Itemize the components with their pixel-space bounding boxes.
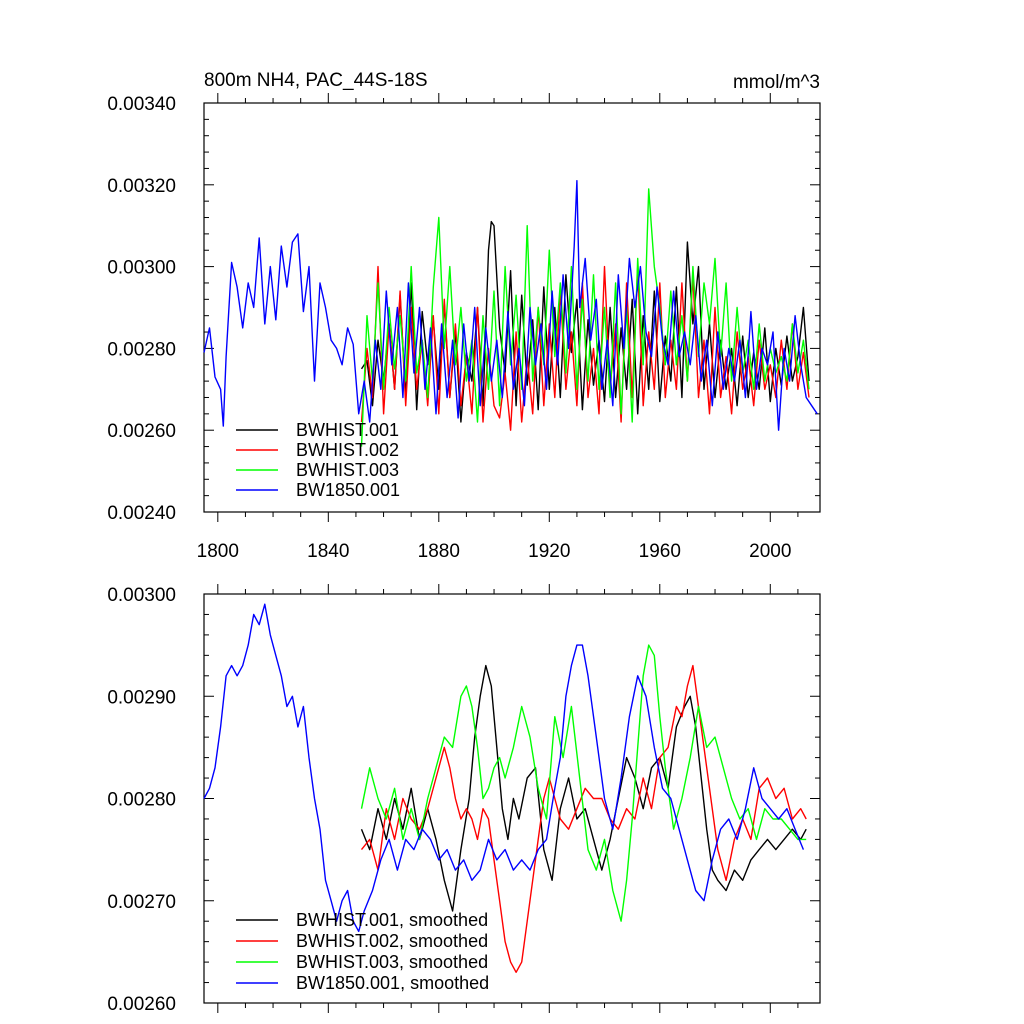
x-tick-label: 1920 xyxy=(528,541,570,562)
x-tick-label: 1880 xyxy=(418,541,460,562)
legend-label: BWHIST.001 xyxy=(296,420,399,440)
series-line-bwhist-003 xyxy=(360,644,807,922)
x-tick-label: 1840 xyxy=(307,541,349,562)
y-tick-label: 0.00300 xyxy=(107,585,176,606)
y-tick-label: 0.00270 xyxy=(107,892,176,913)
bottom-panel: 0.00260 0.00270 0.00280 0.00290 0.00300 BWHIS… xyxy=(107,584,821,1015)
legend-label: BW1850.001 xyxy=(296,480,400,500)
legend-label: BWHIST.003 xyxy=(296,460,399,480)
legend-label: BWHIST.001, smoothed xyxy=(296,910,488,930)
legend-label: BWHIST.003, smoothed xyxy=(296,952,488,972)
y-tick-label: 0.00320 xyxy=(107,176,176,197)
top-panel: 800m NH4, PAC_44S-18S mmol/m^3 0.00240 0.… xyxy=(107,70,821,562)
plot-frame xyxy=(203,102,821,513)
series-line-bwhist-001 xyxy=(360,220,810,423)
series-line-bwhist-003 xyxy=(360,188,810,447)
series-line-bw1850-001 xyxy=(203,603,805,933)
y-tick-label: 0.00290 xyxy=(107,687,176,708)
x-tick-label: 2000 xyxy=(749,541,791,562)
y-tick-label: 0.00260 xyxy=(107,994,176,1015)
legend-label: BWHIST.002, smoothed xyxy=(296,931,488,951)
y-tick-label: 0.00280 xyxy=(107,339,176,360)
series-line-bwhist-001 xyxy=(360,664,807,912)
x-tick-label: 1800 xyxy=(197,541,239,562)
y-tick-label: 0.00260 xyxy=(107,421,176,442)
y-tick-label: 0.00340 xyxy=(107,94,176,115)
top-panel-title: 800m NH4, PAC_44S-18S xyxy=(204,70,428,91)
series-line-bw1850-001 xyxy=(203,179,818,431)
top-panel-units: mmol/m^3 xyxy=(733,72,820,93)
legend-label: BWHIST.002 xyxy=(296,440,399,460)
series-line-bwhist-002 xyxy=(360,664,807,973)
legend-label: BW1850.001, smoothed xyxy=(296,973,489,993)
y-tick-label: 0.00300 xyxy=(107,258,176,279)
y-tick-label: 0.00240 xyxy=(107,503,176,524)
y-tick-label: 0.00280 xyxy=(107,790,176,811)
x-tick-label: 1960 xyxy=(639,541,681,562)
